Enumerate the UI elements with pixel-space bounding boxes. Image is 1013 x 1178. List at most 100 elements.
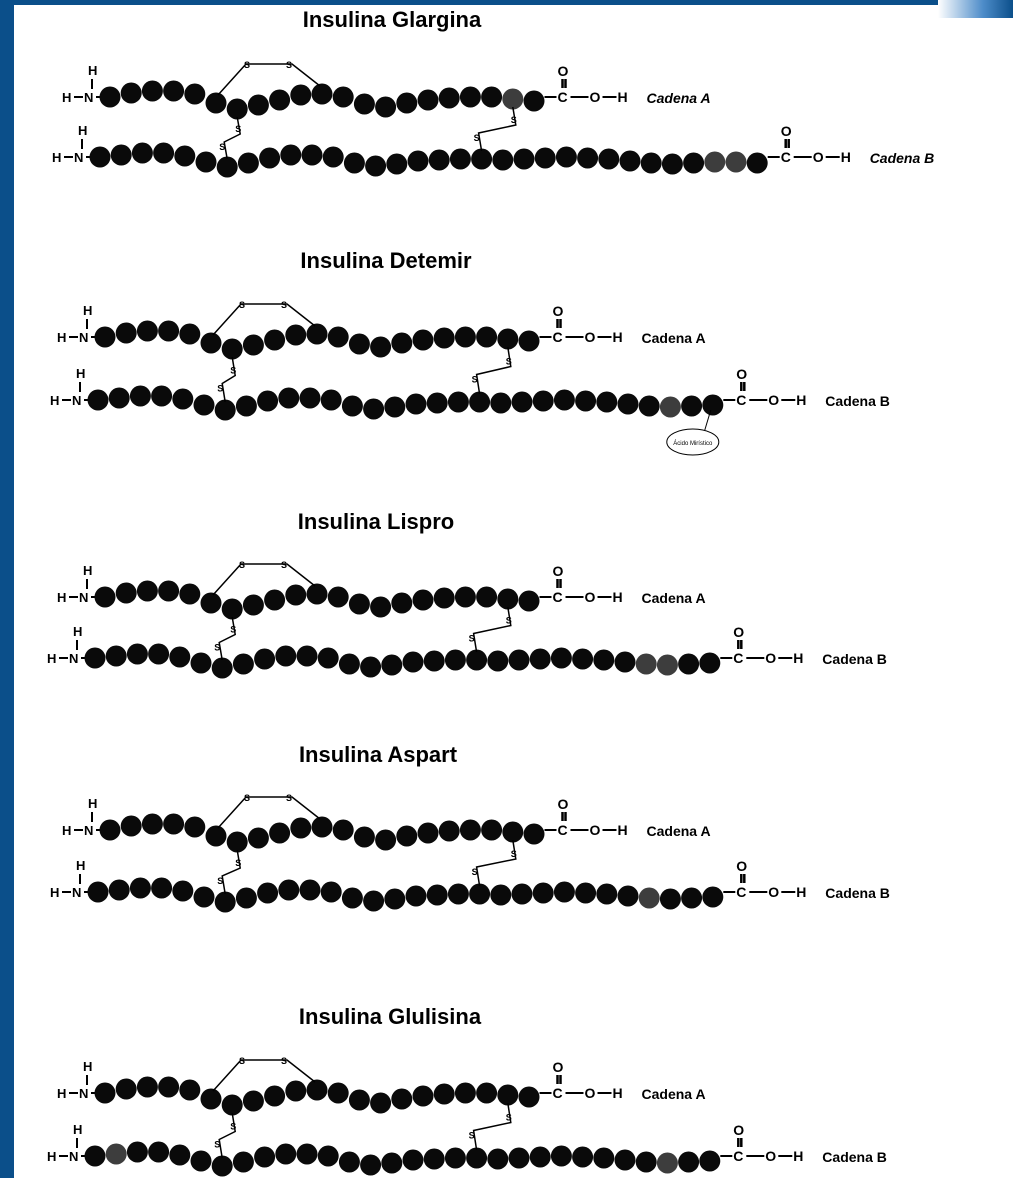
hydrogen-label: H [841, 149, 851, 165]
chain-a [94, 1076, 540, 1116]
amino-acid-residue [84, 1145, 106, 1167]
amino-acid-residue [428, 149, 450, 171]
modified-residue [656, 654, 678, 676]
amino-acid-residue [264, 1085, 286, 1107]
modified-residue [656, 1152, 678, 1174]
nitrogen-label: N [84, 90, 93, 105]
disulfide-bond [221, 356, 237, 403]
disulfide-bond [475, 839, 517, 887]
amino-acid-residue [454, 326, 476, 348]
sulfur-label: S [239, 300, 245, 310]
amino-acid-residue [375, 829, 397, 851]
amino-acid-residue [471, 148, 493, 170]
oxygen-label: O [765, 1148, 776, 1164]
chain-label: Cadena B [870, 150, 935, 166]
amino-acid-residue [699, 652, 721, 674]
amino-acid-residue [110, 144, 132, 166]
amino-acid-residue [523, 823, 545, 845]
disulfide-bond [218, 1112, 237, 1159]
chain-label: Cadena B [825, 393, 890, 409]
amino-acid-residue [469, 883, 491, 905]
amino-acid-residue [254, 1146, 276, 1168]
sulfur-label: S [281, 300, 287, 310]
intrachain-disulfide-bond [212, 1059, 316, 1092]
amino-acid-residue [320, 389, 342, 411]
hydrogen-label: H [793, 650, 803, 666]
amino-acid-residue [275, 1143, 297, 1165]
amino-acid-residue [596, 883, 618, 905]
chain-label: Cadena A [642, 330, 706, 346]
amino-acid-residue [131, 142, 153, 164]
amino-acid-residue [370, 596, 392, 618]
amino-acid-residue [381, 654, 403, 676]
nitrogen-label: N [79, 330, 88, 345]
amino-acid-residue [481, 86, 503, 108]
sulfur-label: S [472, 375, 478, 385]
amino-acid-residue [153, 142, 175, 164]
modified-residue [105, 1143, 127, 1165]
modified-residue [635, 653, 657, 675]
amino-acid-residue [454, 586, 476, 608]
amino-acid-residue [280, 144, 302, 166]
amino-acid-residue [348, 333, 370, 355]
oxygen-label: O [736, 858, 747, 874]
amino-acid-residue [94, 586, 116, 608]
amino-acid-residue [577, 147, 599, 169]
amino-acid-residue [497, 328, 519, 350]
amino-acid-residue [151, 385, 173, 407]
hydrogen-label: H [57, 1086, 66, 1101]
amino-acid-residue [179, 1079, 201, 1101]
amino-acid-residue [348, 1089, 370, 1111]
amino-acid-residue [211, 1155, 233, 1177]
sulfur-label: S [230, 1122, 236, 1132]
amino-acid-residue [94, 1082, 116, 1104]
panel-title: Insulina Glulisina [299, 1004, 482, 1029]
amino-acid-residue [466, 649, 488, 671]
amino-acid-residue [476, 326, 498, 348]
oxygen-label: O [781, 123, 792, 139]
oxygen-label: O [768, 884, 779, 900]
sulfur-label: S [474, 133, 480, 143]
amino-acid-residue [120, 82, 142, 104]
disulfide-bond [475, 346, 512, 395]
amino-acid-residue [532, 390, 554, 412]
sulfur-label: S [469, 1131, 475, 1141]
amino-acid-residue [126, 643, 148, 665]
chain-a [99, 813, 545, 853]
hydrogen-label: H [50, 393, 59, 408]
carbon-label: C [558, 822, 568, 838]
amino-acid-residue [466, 1147, 488, 1169]
amino-acid-residue [306, 1079, 328, 1101]
oxygen-label: O [765, 650, 776, 666]
amino-acid-residue [661, 153, 683, 175]
amino-acid-residue [550, 1145, 572, 1167]
amino-acid-residue [433, 587, 455, 609]
amino-acid-residue [136, 580, 158, 602]
amino-acid-residue [405, 393, 427, 415]
chain-label: Cadena A [642, 1086, 706, 1102]
disulfide-bond [477, 106, 517, 152]
amino-acid-residue [433, 1083, 455, 1105]
hydrogen-label: H [57, 590, 66, 605]
amino-acid-residue [163, 813, 185, 835]
oxygen-label: O [813, 149, 824, 165]
amino-acid-residue [221, 598, 243, 620]
amino-acid-residue [129, 385, 151, 407]
disulfide-bond [221, 849, 242, 895]
amino-acid-residue [508, 649, 530, 671]
hydrogen-label: H [73, 1122, 82, 1137]
amino-acid-residue [105, 645, 127, 667]
sulfur-label: S [506, 616, 512, 626]
amino-acid-residue [84, 647, 106, 669]
amino-acid-residue [417, 89, 439, 111]
sulfur-label: S [506, 1113, 512, 1123]
amino-acid-residue [332, 86, 354, 108]
amino-acid-residue [200, 592, 222, 614]
hydrogen-label: H [613, 1085, 623, 1101]
panel-title: Insulina Aspart [299, 742, 458, 767]
oxygen-label: O [585, 329, 596, 345]
carbon-label: C [733, 650, 743, 666]
